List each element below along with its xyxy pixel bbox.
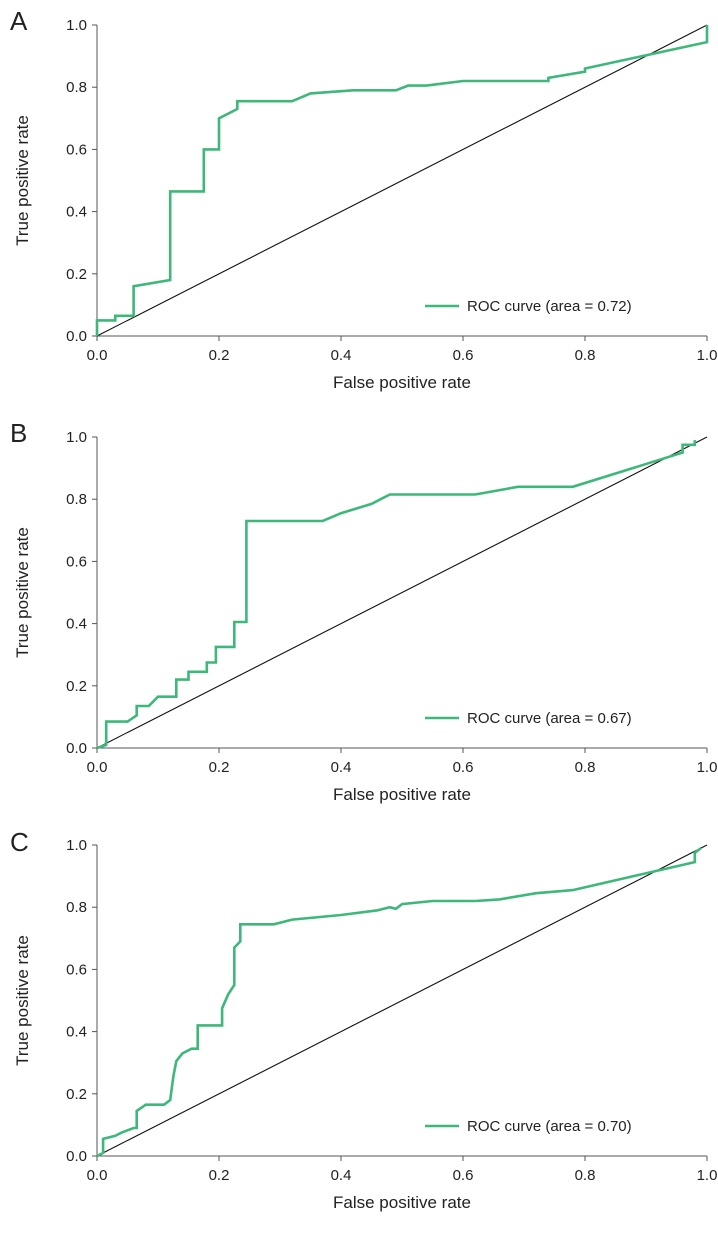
y-tick-label: 0.2	[66, 266, 87, 283]
x-tick-label: 0.4	[331, 759, 352, 776]
legend-label: ROC curve (area = 0.70)	[467, 1118, 632, 1135]
y-tick-label: 0.2	[66, 678, 87, 695]
y-tick-label: 0.6	[66, 141, 87, 158]
roc-panel-b: B 0.0 0.2 0.4 0.6 0.8 1.0 0.0 0.2 0.4 0.6 0.8 1.0 Fal…	[10, 418, 717, 804]
x-axis-label: False positive rate	[333, 373, 471, 392]
x-tick-label: 0.6	[453, 347, 474, 364]
x-tick-label: 0.6	[453, 1167, 474, 1184]
y-tick-label: 0.0	[66, 328, 87, 345]
roc-panel-a: A 0.0 0.2 0.4 0.6 0.8 1.0 0.0 0.2 0.4 0.6 0.8 1.0 Fal…	[10, 6, 717, 392]
y-axis-label: True positive rate	[13, 527, 32, 658]
x-tick-label: 0.2	[209, 759, 230, 776]
y-tick-label: 1.0	[66, 17, 87, 34]
y-tick-label: 1.0	[66, 837, 87, 854]
y-tick-label: 0.6	[66, 553, 87, 570]
y-tick-label: 0.0	[66, 1148, 87, 1165]
x-tick-label: 0.8	[575, 759, 596, 776]
panel-letter: C	[10, 827, 29, 857]
y-axis-label: True positive rate	[13, 935, 32, 1066]
x-tick-label: 0.4	[331, 347, 352, 364]
roc-curve-line	[96, 847, 702, 1158]
chance-diagonal-line	[96, 844, 708, 1157]
x-tick-label: 0.0	[87, 347, 108, 364]
x-tick-label: 0.2	[209, 347, 230, 364]
legend-label: ROC curve (area = 0.72)	[467, 298, 632, 315]
x-tick-label: 1.0	[697, 1167, 718, 1184]
roc-panel-c: C 0.0 0.2 0.4 0.6 0.8 1.0 0.0 0.2 0.4 0.6 0.8 1.0 Fal…	[10, 827, 717, 1212]
x-tick-label: 0.0	[87, 759, 108, 776]
x-tick-label: 0.8	[575, 347, 596, 364]
x-tick-label: 0.4	[331, 1167, 352, 1184]
y-tick-label: 1.0	[66, 429, 87, 446]
panel-letter: A	[10, 6, 28, 36]
x-tick-label: 0.8	[575, 1167, 596, 1184]
y-tick-label: 0.0	[66, 740, 87, 757]
x-tick-label: 1.0	[697, 347, 718, 364]
y-axis-label: True positive rate	[13, 115, 32, 246]
y-tick-label: 0.4	[66, 204, 87, 221]
y-tick-label: 0.2	[66, 1086, 87, 1103]
x-tick-label: 0.2	[209, 1167, 230, 1184]
x-tick-label: 1.0	[697, 759, 718, 776]
x-axis-label: False positive rate	[333, 1193, 471, 1212]
chance-diagonal-line	[96, 24, 708, 337]
x-tick-label: 0.6	[453, 759, 474, 776]
legend-label: ROC curve (area = 0.67)	[467, 710, 632, 727]
x-axis-label: False positive rate	[333, 785, 471, 804]
roc-curve-line	[96, 440, 697, 750]
panel-letter: B	[10, 418, 27, 448]
y-tick-label: 0.8	[66, 79, 87, 96]
y-tick-label: 0.4	[66, 616, 87, 633]
x-tick-label: 0.0	[87, 1167, 108, 1184]
roc-curve-line	[95, 25, 709, 336]
y-tick-label: 0.4	[66, 1024, 87, 1041]
y-tick-label: 0.8	[66, 491, 87, 508]
y-tick-label: 0.6	[66, 961, 87, 978]
chance-diagonal-line	[96, 436, 708, 749]
y-tick-label: 0.8	[66, 899, 87, 916]
